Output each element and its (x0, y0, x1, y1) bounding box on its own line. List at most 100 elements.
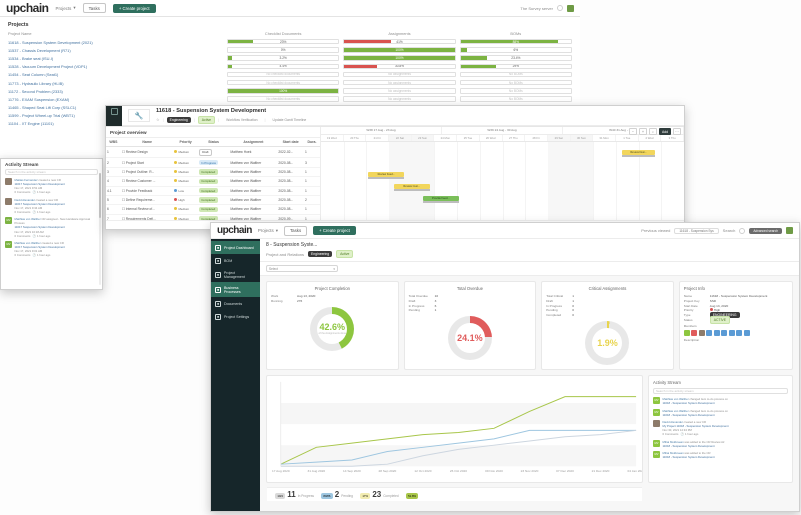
zoom-in-button[interactable]: + (639, 128, 647, 135)
scrollbar[interactable] (98, 173, 101, 285)
cell-name[interactable]: ☐ Provide Feedback (120, 186, 174, 196)
previous-viewed-value[interactable]: 11618 - Suspension Sys (674, 227, 719, 234)
cell-name[interactable]: ☐ Define Requireme... (120, 195, 174, 206)
table-row[interactable]: 2 ☐ Project Start Medium In Progress Matthew… (106, 157, 320, 168)
gantt-week-label: W38 17 Aug - 23 Aug (321, 127, 442, 134)
progress-bar: No BOMs (459, 96, 572, 102)
member-avatar[interactable] (713, 330, 720, 337)
tasks-button[interactable]: Tasks (82, 3, 106, 13)
gantt-task-bar[interactable]: Review Feed... (368, 172, 405, 177)
tasks-button[interactable]: Tasks (283, 225, 308, 236)
gantt-timeline-pane[interactable]: − + ⌕ Add ⋯ W38 17 Aug - 23 Aug W39 24 Au… (321, 127, 684, 229)
table-row[interactable]: 1 ☐ Review Design Medium Draft Matthew Hoek 2… (106, 146, 320, 159)
activity-item[interactable]: David Alexander created a new CR 11617 Su… (5, 197, 98, 214)
sidebar-item-business-processes[interactable]: ■ Business Processes (211, 282, 260, 297)
activity-search-input[interactable]: Search in the activity stream (653, 387, 788, 394)
gantt-week-header: W38 17 Aug - 23 Aug W39 24 Aug - 30 Aug W4… (321, 127, 684, 135)
star-icon[interactable]: ☆ (156, 117, 160, 122)
member-avatar[interactable] (683, 330, 690, 337)
project-name-link[interactable]: 11172 - Second Problem (2333) (8, 88, 63, 94)
project-name-link[interactable]: 11537 - Chassis Development (R71) (8, 47, 71, 53)
member-avatar[interactable] (706, 330, 713, 337)
cell-status: Completed (197, 167, 230, 178)
search-input[interactable]: Search (722, 228, 736, 233)
cell-name[interactable]: ☐ Project Outline: R... (120, 167, 174, 178)
gantt-gridline (593, 142, 595, 229)
gantt-column-header[interactable]: Name (120, 137, 174, 147)
sidebar-item-project-management[interactable]: ■ Project Management (211, 267, 260, 282)
avatar[interactable] (567, 4, 574, 12)
sidebar-item-documents[interactable]: ■ Documents (211, 297, 260, 310)
activity-item[interactable]: MV Mihai Moldovean was added to the CR 116… (653, 451, 788, 459)
gantt-column-header[interactable]: Assignment (229, 137, 278, 147)
gantt-column-header[interactable]: Start date (277, 137, 304, 147)
cell-name[interactable]: ☐ Internal Review of... (120, 204, 174, 215)
member-avatar[interactable] (728, 330, 735, 337)
activity-item[interactable]: David Alexander created a new CR My Proje… (653, 420, 788, 436)
gantt-task-bar[interactable]: Provide Feed... (422, 196, 459, 201)
sidebar-item-project-settings[interactable]: ■ Project Settings (211, 310, 260, 323)
gantt-task-bar[interactable]: Review Desi... (622, 150, 655, 155)
gantt-table-pane: Project overview WBS Name Priority Status As… (106, 127, 321, 229)
activity-item[interactable]: MV Matthias von Walther created a new CR 1… (5, 241, 98, 257)
table-row[interactable]: 3 ☐ Project Outline: R... Medium Completed M… (106, 167, 320, 178)
document-icon: ■ (215, 300, 221, 307)
project-name-link[interactable]: 11776 - EXAM Suspension (EXAM) (8, 96, 70, 102)
activity-item[interactable]: MV Matthias von Walther changed item to-d… (653, 408, 788, 417)
avatar: MV (653, 451, 660, 459)
gantt-column-header[interactable]: WBS (106, 137, 121, 147)
search-icon[interactable] (557, 5, 563, 11)
cell-name[interactable]: ☐ Project Start (120, 157, 174, 168)
filter-select[interactable]: Select ▾ (266, 265, 338, 272)
activity-search-input[interactable]: Search in the activity stream (5, 169, 98, 175)
member-avatar[interactable] (736, 330, 743, 337)
dashboard-project-header: 8 - Suspension Syste... Project and Rela… (260, 239, 799, 262)
breadcrumb[interactable]: Projects ▾ (257, 227, 278, 234)
chart-stat-chip: 80/86 (321, 493, 333, 499)
gantt-column-header[interactable]: Dura. (303, 137, 320, 147)
project-name-link[interactable]: 11534 - Brake seat (ISU-I) (8, 55, 54, 61)
member-avatar[interactable] (691, 330, 698, 337)
info-field: Priority High (683, 308, 721, 313)
table-row[interactable]: 5 ☐ Define Requireme... High Completed Matth… (106, 195, 320, 206)
project-name-link[interactable]: 11454 - Seat Column (Seat1) (8, 72, 59, 78)
gantt-column-header[interactable]: Status (197, 137, 230, 147)
project-name-link[interactable]: 11773 - Hydraulic Library (HLIB) (8, 80, 64, 86)
activity-item[interactable]: MV Matthias von Walther CR assigned - New… (5, 217, 98, 238)
cell-assignment: Matthew von Walther (229, 176, 278, 187)
search-icon[interactable]: ⌕ (649, 128, 657, 135)
activity-stream-title: Activity Stream (5, 162, 39, 167)
create-project-button[interactable]: + Create project (112, 3, 156, 13)
activity-item[interactable]: MV Matthias von Walther changed item to-d… (653, 396, 788, 405)
burndown-chart[interactable]: 17 Aug 2020 31 Aug 2020 14 Sep 2020 28 Sep … (266, 374, 645, 501)
gantt-column-header[interactable]: Priority (173, 137, 198, 147)
cell-name[interactable]: ☐ Review Customer ... (120, 176, 174, 187)
avatar: MV (653, 396, 660, 404)
zoom-out-button[interactable]: − (629, 128, 637, 135)
cell-name[interactable]: ☐ Review Design (120, 146, 174, 159)
project-name-link[interactable]: 11618 - Suspension System Development (2… (8, 39, 93, 45)
create-project-button[interactable]: + Create project (313, 226, 356, 235)
sidebar-item-project-dashboard[interactable]: ■ Project Dashboard (211, 241, 260, 254)
advanced-search-button[interactable]: Advanced search (749, 227, 782, 234)
gantt-task-bar[interactable]: Review Cust... (393, 184, 430, 189)
member-avatar[interactable] (698, 330, 705, 337)
project-name-link[interactable]: 11528 - Vacuum Development Project (VDP1… (8, 64, 88, 70)
avatar[interactable] (786, 227, 793, 234)
search-icon[interactable] (739, 227, 746, 234)
projects-header: upchain Projects ▾ Tasks + Create projec… (0, 0, 580, 17)
tag-workflow-verification[interactable]: Workflow Verification (226, 117, 258, 122)
table-row[interactable]: 6 ☐ Internal Review of... Medium Completed M… (106, 204, 320, 215)
activity-item[interactable]: Mattias Fernandez created a new CR 11617 … (5, 178, 98, 194)
sidebar-item-bom[interactable]: ■ BOM (211, 254, 260, 267)
tag-update-gantt-timeline[interactable]: Update Gantt Timeline (272, 117, 307, 122)
activity-item[interactable]: MV Mihai Moldovean was added to the CR Re… (653, 439, 788, 448)
table-row[interactable]: 4.1 ☐ Provide Feedback Low Completed Matthew… (106, 186, 320, 196)
member-avatar[interactable] (743, 330, 750, 337)
more-button[interactable]: ⋯ (673, 128, 681, 135)
breadcrumb[interactable]: Projects ▾ (55, 5, 76, 11)
member-avatar[interactable] (721, 330, 728, 337)
table-row[interactable]: 4 ☐ Review Customer ... Medium Completed Mat… (106, 176, 320, 187)
gantt-canvas[interactable]: Review Feed... Review Cust... Provide Feed… (321, 142, 684, 229)
add-button[interactable]: Add (659, 128, 671, 135)
